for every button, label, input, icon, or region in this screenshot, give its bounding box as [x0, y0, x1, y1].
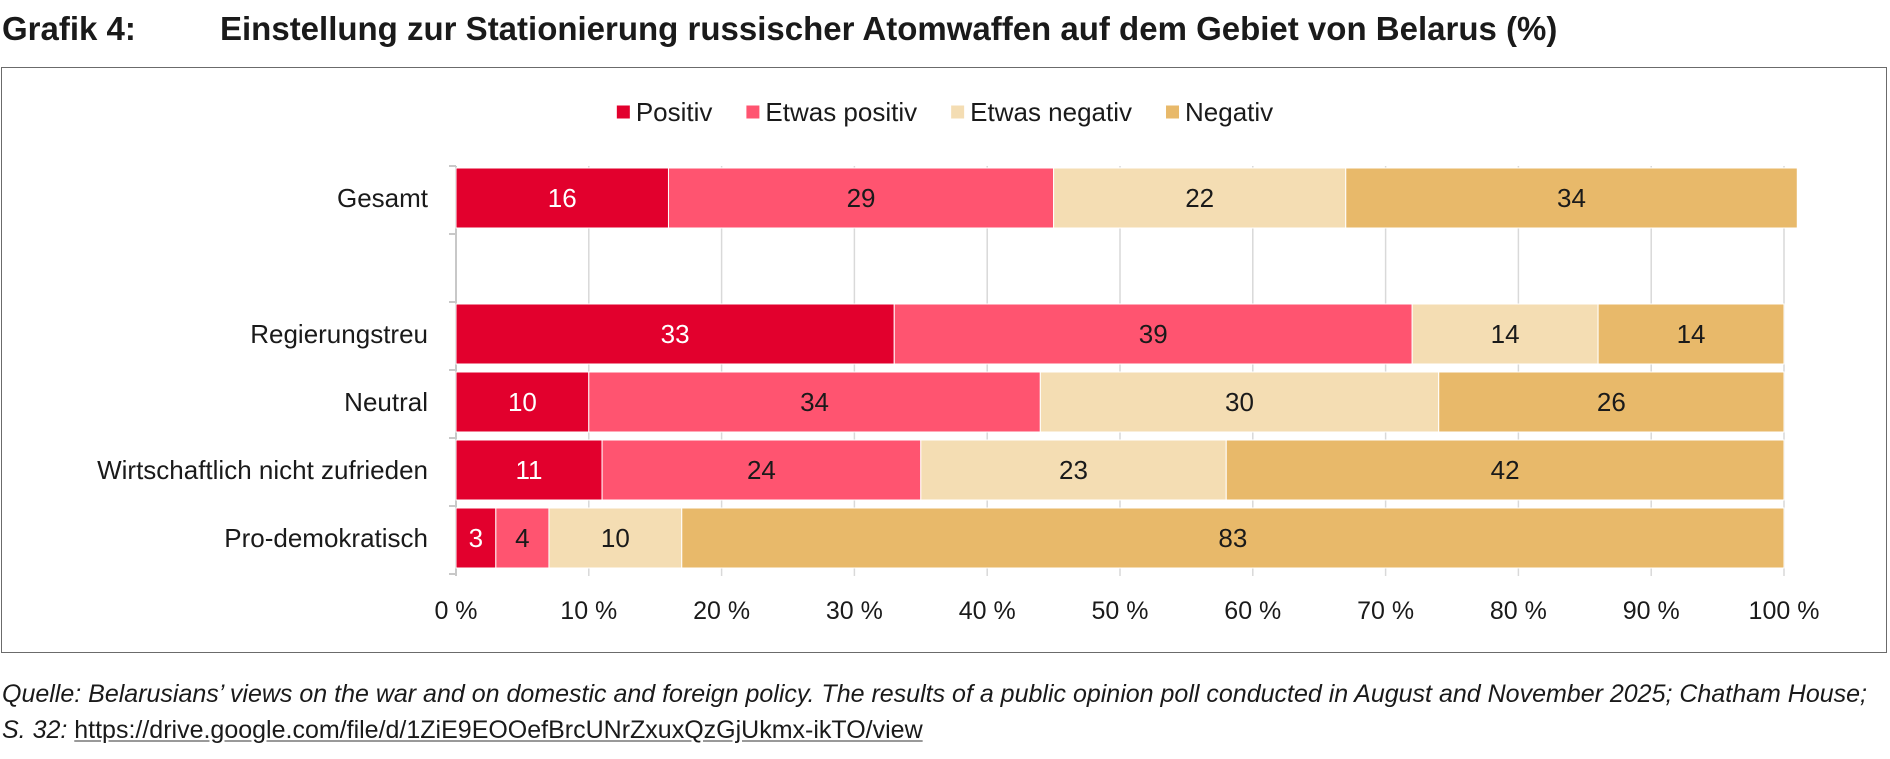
bar-segment: [681, 507, 1785, 569]
bar-segment: [920, 439, 1227, 501]
legend-swatch: [746, 105, 760, 119]
data-label: 24: [747, 455, 776, 485]
legend-label: Etwas positiv: [765, 97, 917, 127]
x-tick-label: 70 %: [1357, 597, 1414, 625]
category-label: Neutral: [344, 387, 428, 417]
bar-segment: [1597, 303, 1785, 365]
bar-segment: [588, 371, 1041, 433]
bar-segment: [601, 439, 922, 501]
x-tick-label: 50 %: [1092, 597, 1149, 625]
data-label: 3: [469, 523, 483, 553]
category-label: Gesamt: [337, 183, 429, 213]
category-labels: Gesamt Regierungstreu Neutral Wirtschaftlic…: [97, 183, 429, 553]
chart-title: Einstellung zur Stationierung russischer…: [220, 10, 1558, 47]
x-tick-label: 0 %: [434, 597, 477, 625]
legend-label: Positiv: [636, 97, 713, 127]
legend-swatch: [1166, 105, 1180, 119]
bar-segment: [1039, 371, 1440, 433]
data-label: 34: [1557, 183, 1586, 213]
figure-label: Grafik 4:: [2, 10, 136, 47]
bar-segment: [455, 167, 669, 229]
x-tick-label: 100 %: [1749, 597, 1820, 625]
data-label: 83: [1218, 523, 1247, 553]
bar-segment: [455, 439, 603, 501]
x-tick-label: 10 %: [560, 597, 617, 625]
legend-swatch: [951, 105, 965, 119]
data-label: 34: [800, 387, 829, 417]
bar-segment: [1225, 439, 1785, 501]
legend: Positiv Etwas positiv Etwas negativ Negativ: [616, 97, 1273, 127]
data-label: 14: [1491, 319, 1520, 349]
legend-swatch: [616, 105, 630, 119]
data-label: 22: [1185, 183, 1214, 213]
data-label: 26: [1597, 387, 1626, 417]
data-label: 4: [515, 523, 529, 553]
bar-segment: [455, 507, 497, 569]
data-label: 16: [548, 183, 577, 213]
x-tick-label: 60 %: [1224, 597, 1281, 625]
x-tick-label: 20 %: [693, 597, 750, 625]
x-axis-ticks: 0 % 10 % 20 % 30 % 40 % 50 % 60 % 70 % 80 % 90 % 1…: [434, 597, 1819, 625]
data-label: 39: [1139, 319, 1168, 349]
bar-segment: [495, 507, 550, 569]
category-label: Regierungstreu: [250, 319, 428, 349]
legend-label: Negativ: [1185, 97, 1273, 127]
x-tick-label: 80 %: [1490, 597, 1547, 625]
source-note: Quelle: Belarusians’ views on the war an…: [2, 676, 1888, 748]
data-label: 14: [1677, 319, 1706, 349]
data-label: 23: [1059, 455, 1088, 485]
chart-header: Grafik 4: Einstellung zur Stationierung …: [0, 8, 1890, 58]
chart-frame: 16 29 22 34 33 39 14 14 10 34 30 26 11 24 23 42 3 4 10 83 0…: [1, 67, 1887, 653]
bar-segment: [1053, 167, 1347, 229]
y-axis: [449, 165, 457, 576]
data-label: 33: [661, 319, 690, 349]
bar-segment: [1438, 371, 1785, 433]
bar-segment: [1411, 303, 1599, 365]
bar-segment: [893, 303, 1413, 365]
data-label: 30: [1225, 387, 1254, 417]
x-tick-label: 90 %: [1623, 597, 1680, 625]
bar-segment: [548, 507, 683, 569]
data-label: 10: [601, 523, 630, 553]
bar-segment: [667, 167, 1055, 229]
x-tick-label: 40 %: [959, 597, 1016, 625]
data-label: 42: [1491, 455, 1520, 485]
legend-label: Etwas negativ: [970, 97, 1132, 127]
data-label: 11: [516, 455, 543, 485]
category-label: Pro-demokratisch: [224, 523, 428, 553]
source-link[interactable]: https://drive.google.com/file/d/1ZiE9EOO…: [74, 716, 923, 744]
category-label: Wirtschaftlich nicht zufrieden: [97, 455, 428, 485]
data-label: 29: [847, 183, 876, 213]
x-tick-label: 30 %: [826, 597, 883, 625]
bar-segment: [1345, 167, 1798, 229]
data-label: 10: [508, 387, 537, 417]
source-text: Quelle: Belarusians’ views on the war an…: [2, 680, 1867, 744]
